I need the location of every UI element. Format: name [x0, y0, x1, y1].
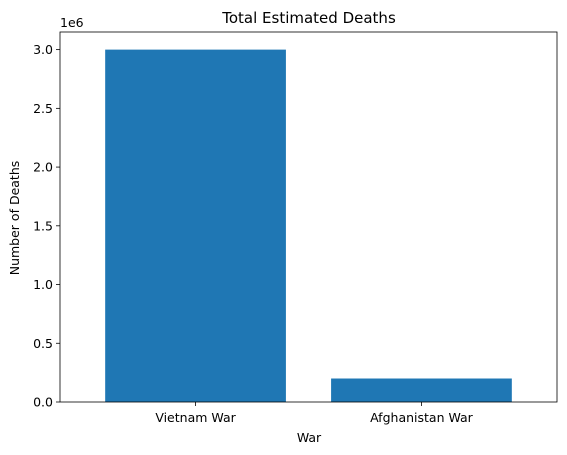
- x-tick-label: Vietnam War: [155, 410, 236, 425]
- y-tick-label: 0.5: [33, 336, 53, 351]
- plot-area: Vietnam War Afghanistan War 0.0 0.5 1.0 1.5 2.…: [33, 31, 558, 425]
- plot-frame: [59, 31, 558, 403]
- y-tick-label: 1.0: [33, 277, 53, 292]
- y-axis-scale-label: 1e6: [60, 15, 84, 30]
- y-tick-label: 3.0: [33, 42, 53, 57]
- y-tick-label: 2.5: [33, 101, 53, 116]
- x-axis-title: War: [297, 430, 322, 445]
- y-tick-label: 0.0: [33, 395, 53, 410]
- y-tick-label: 2.0: [33, 160, 53, 175]
- bar-afghanistan-war: [331, 378, 512, 402]
- y-tick-label: 1.5: [33, 218, 53, 233]
- x-tick-label: Afghanistan War: [370, 410, 474, 425]
- y-axis-title: Number of Deaths: [7, 161, 22, 276]
- bar-vietnam-war: [105, 49, 286, 403]
- chart-title: Total Estimated Deaths: [221, 9, 396, 27]
